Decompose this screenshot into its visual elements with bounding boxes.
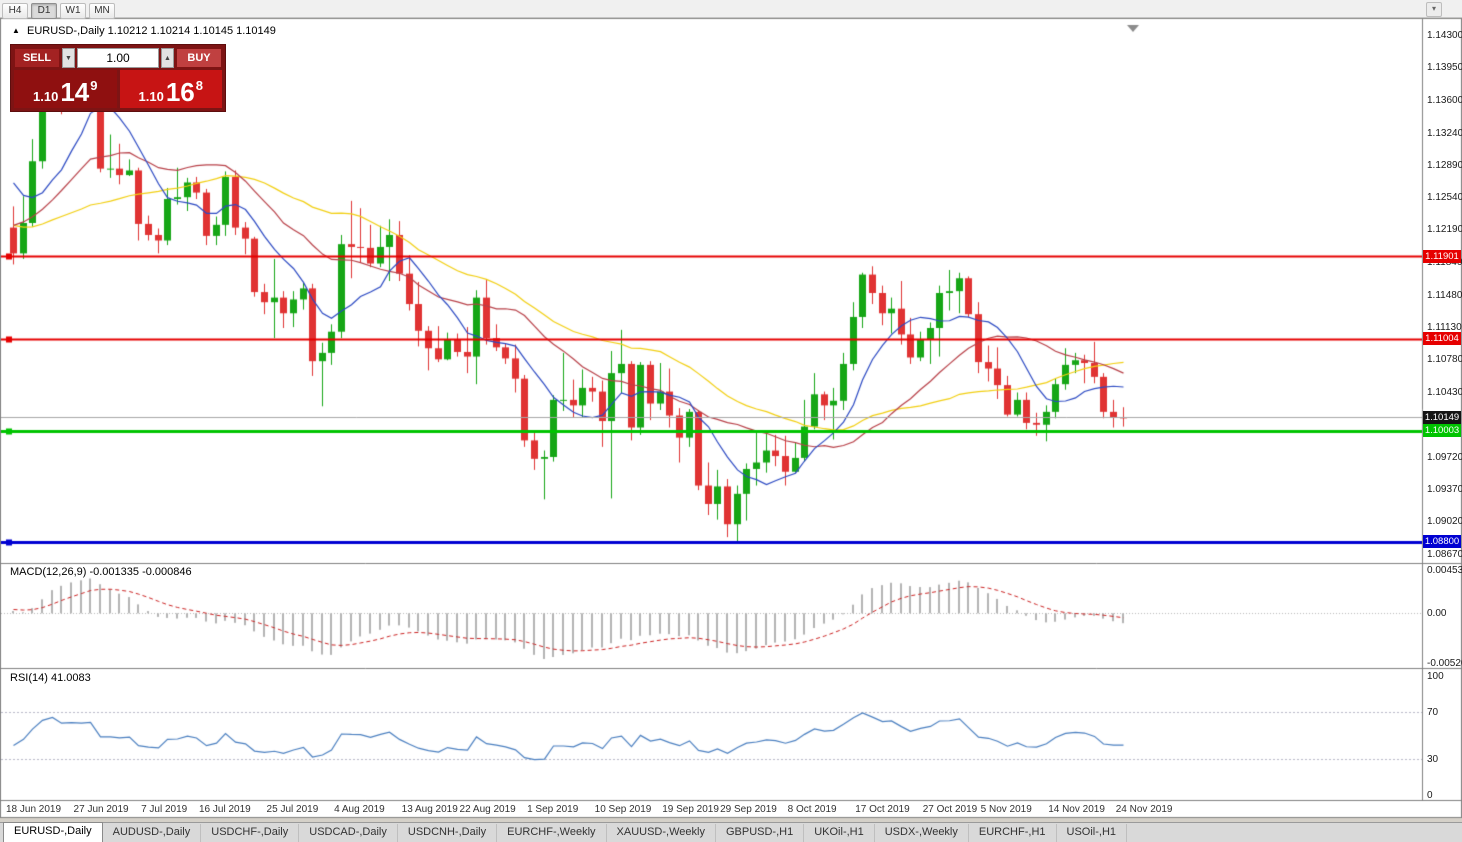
sell-price-display[interactable]: 1.10 14 9: [14, 70, 117, 108]
price-axis-label: 1.14300: [1427, 30, 1462, 42]
price-axis-label: 1.12190: [1427, 224, 1462, 236]
chart-tab-xauusd-weekly[interactable]: XAUUSD-,Weekly: [607, 824, 716, 842]
chart-tab-bar: EURUSD-,Daily AUDUSD-,Daily USDCHF-,Daily U…: [0, 822, 1462, 842]
volume-increase-button[interactable]: ▲: [161, 48, 174, 68]
date-axis-label: 24 Nov 2019: [1115, 804, 1173, 815]
date-axis-label: 1 Sep 2019: [527, 804, 579, 815]
volume-input[interactable]: [77, 48, 159, 68]
date-axis-label: 19 Sep 2019: [662, 804, 719, 815]
date-axis-label: 8 Oct 2019: [787, 804, 837, 815]
price-axis-label: 1.10430: [1427, 386, 1462, 398]
date-axis-label: 27 Jun 2019: [73, 804, 129, 815]
chart-tab-usdcad-daily[interactable]: USDCAD-,Daily: [299, 824, 398, 842]
chart-tab-audusd-daily[interactable]: AUDUSD-,Daily: [103, 824, 202, 842]
price-axis-label: 1.11840: [1427, 256, 1462, 268]
sell-price-pips: 14: [60, 76, 90, 107]
date-axis-label: 29 Sep 2019: [720, 804, 777, 815]
one-click-panel-toggle-icon[interactable]: ▲: [12, 26, 20, 35]
price-axis-label: 1.09370: [1427, 484, 1462, 496]
timeframe-toolbar: H4 D1 W1 MN ▾: [0, 0, 1462, 19]
chart-tab-gbpusd-h1[interactable]: GBPUSD-,H1: [716, 824, 805, 842]
chart-tab-eurusd-daily[interactable]: EURUSD-,Daily: [3, 822, 103, 842]
timeframe-button-mn[interactable]: MN: [89, 3, 115, 19]
price-axis-label: 1.13950: [1427, 62, 1462, 74]
buy-price-pips: 16: [165, 76, 195, 107]
price-axis-label: 1.11130: [1427, 322, 1462, 334]
price-axis-label: 1.10780: [1427, 354, 1462, 366]
price-axis-label: 1.11480: [1427, 289, 1462, 301]
date-axis-label: 18 Jun 2019: [6, 804, 62, 815]
date-axis-label: 14 Nov 2019: [1048, 804, 1105, 815]
chart-tab-eurchf-weekly[interactable]: EURCHF-,Weekly: [497, 824, 607, 842]
sell-price-point: 9: [90, 78, 98, 93]
date-axis-label: 5 Nov 2019: [980, 804, 1032, 815]
chart-tab-ukoil-h1[interactable]: UKOil-,H1: [804, 824, 875, 842]
price-axis-label: 1.09720: [1427, 451, 1462, 463]
volume-decrease-button[interactable]: ▼: [62, 48, 75, 68]
sell-button[interactable]: SELL: [14, 48, 60, 68]
timeframe-button-h4[interactable]: H4: [2, 3, 28, 19]
buy-price-display[interactable]: 1.10 16 8: [119, 70, 222, 108]
date-axis-label: 7 Jul 2019: [141, 804, 188, 815]
date-axis-label: 17 Oct 2019: [855, 804, 910, 815]
sell-price-prefix: 1.10: [33, 89, 59, 104]
date-axis-label: 27 Oct 2019: [922, 804, 978, 815]
date-axis-label: 16 Jul 2019: [199, 804, 251, 815]
date-axis-label: 22 Aug 2019: [459, 804, 516, 815]
buy-price-prefix: 1.10: [138, 89, 164, 104]
date-axis-label: 10 Sep 2019: [594, 804, 652, 815]
price-axis-label: 1.08670: [1427, 548, 1462, 560]
price-axis-label: 1.12890: [1427, 159, 1462, 171]
buy-price-point: 8: [195, 78, 203, 93]
chart-tab-eurchf-h1[interactable]: EURCHF-,H1: [969, 824, 1057, 842]
chart-tab-usdchf-daily[interactable]: USDCHF-,Daily: [201, 824, 300, 842]
toolbar-overflow-button[interactable]: ▾: [1426, 2, 1442, 17]
chart-tab-usoil-h1[interactable]: USOil-,H1: [1057, 824, 1128, 842]
price-axis-label: 1.09020: [1427, 516, 1462, 528]
chart-tab-usdx-weekly[interactable]: USDX-,Weekly: [875, 824, 969, 842]
date-axis-label: 4 Aug 2019: [334, 804, 385, 815]
price-axis-label: 1.12540: [1427, 192, 1462, 204]
price-axis-label: 1.13600: [1427, 94, 1462, 106]
date-axis-label: 13 Aug 2019: [401, 804, 458, 815]
price-axis-label: 1.13240: [1427, 127, 1462, 139]
timeframe-button-w1[interactable]: W1: [60, 3, 86, 19]
date-axis-label: 25 Jul 2019: [266, 804, 319, 815]
chart-tab-usdcnh-daily[interactable]: USDCNH-,Daily: [398, 824, 498, 842]
buy-button[interactable]: BUY: [176, 48, 222, 68]
timeframe-button-d1[interactable]: D1: [31, 3, 57, 19]
